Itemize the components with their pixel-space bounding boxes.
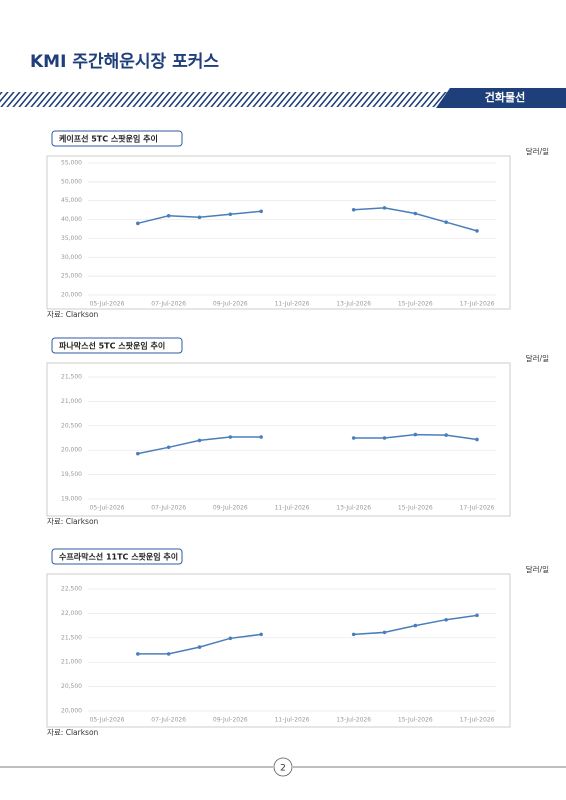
y-tick-label: 20,000 (61, 447, 82, 454)
y-tick-label: 20,500 (61, 683, 82, 690)
x-tick-label: 05-Jul-2026 (90, 717, 125, 724)
point (382, 436, 387, 440)
point (136, 652, 140, 656)
chart-title: 케이프선 5TC 스팟운임 추이 (59, 134, 158, 144)
source-label: 자료: Clarkson (47, 517, 99, 526)
point (228, 435, 233, 439)
y-tick-label: 22,500 (61, 586, 82, 593)
point (413, 623, 418, 628)
x-tick-label: 11-Jul-2026 (275, 505, 310, 512)
y-tick-label: 20,500 (61, 422, 82, 429)
x-tick-label: 17-Jul-2026 (460, 505, 495, 512)
page-number: 2 (280, 764, 286, 774)
x-tick-label: 11-Jul-2026 (275, 301, 310, 308)
x-tick-label: 09-Jul-2026 (213, 301, 248, 308)
x-tick-label: 07-Jul-2026 (151, 505, 186, 512)
point (444, 617, 448, 622)
chart-title: 수프라막스선 11TC 스팟운임 추이 (59, 552, 178, 562)
section-tab (436, 88, 566, 108)
chart-frame (46, 155, 511, 310)
chart-title-box (51, 337, 183, 354)
point (351, 632, 356, 637)
x-tick-label: 17-Jul-2026 (460, 717, 495, 724)
point (351, 207, 356, 212)
point (382, 630, 387, 635)
chart-frame (46, 573, 511, 728)
point (136, 221, 140, 226)
y-tick-label: 20,000 (61, 292, 82, 299)
chart-title: 파나막스선 5TC 스팟운임 추이 (59, 341, 165, 351)
y-tick-label: 21,000 (61, 398, 82, 405)
point (197, 215, 202, 220)
y-tick-label: 40,000 (61, 216, 82, 223)
x-tick-label: 13-Jul-2026 (336, 717, 371, 724)
x-tick-label: 07-Jul-2026 (151, 301, 186, 308)
chart-frame (46, 362, 511, 517)
x-tick-label: 11-Jul-2026 (275, 717, 310, 724)
page-circle (273, 757, 293, 777)
y-tick-label: 21,500 (61, 634, 82, 641)
source-label: 자료: Clarkson (47, 310, 99, 319)
y-tick-label: 50,000 (61, 178, 82, 185)
point (228, 636, 233, 641)
point (382, 206, 387, 210)
point (259, 209, 263, 214)
point (166, 652, 171, 656)
x-tick-label: 15-Jul-2026 (398, 301, 433, 308)
x-tick-label: 15-Jul-2026 (398, 717, 433, 724)
point (413, 432, 418, 437)
x-tick-label: 13-Jul-2026 (336, 301, 371, 308)
header-stripe (0, 92, 450, 107)
point (444, 220, 448, 225)
x-tick-label: 09-Jul-2026 (213, 717, 248, 724)
unit-label: 달러/일 (526, 354, 549, 363)
source-label: 자료: Clarkson (47, 728, 99, 737)
y-tick-label: 20,000 (61, 708, 82, 715)
y-tick-label: 55,000 (61, 160, 82, 167)
chart-title-box (51, 548, 183, 565)
unit-label: 달러/일 (526, 147, 549, 156)
point (166, 445, 171, 450)
point (475, 613, 479, 618)
point (136, 451, 140, 456)
unit-label: 달러/일 (526, 565, 549, 574)
y-tick-label: 45,000 (61, 197, 82, 204)
x-tick-label: 07-Jul-2026 (151, 717, 186, 724)
y-tick-label: 25,000 (61, 273, 82, 280)
chart-title-box (51, 130, 183, 147)
point (413, 211, 418, 216)
point (475, 229, 479, 233)
point (197, 438, 202, 443)
y-tick-label: 35,000 (61, 235, 82, 242)
y-tick-label: 21,500 (61, 374, 82, 381)
y-tick-label: 30,000 (61, 254, 82, 261)
y-tick-label: 19,000 (61, 496, 82, 503)
point (475, 437, 479, 442)
y-tick-label: 19,500 (61, 471, 82, 478)
x-tick-label: 05-Jul-2026 (90, 301, 125, 308)
section-label: 건화물선 (485, 90, 525, 104)
header-title: KMI 주간해운시장 포커스 (30, 52, 219, 72)
x-tick-label: 15-Jul-2026 (398, 505, 433, 512)
y-tick-label: 21,000 (61, 659, 82, 666)
x-tick-label: 17-Jul-2026 (460, 301, 495, 308)
point (351, 436, 356, 440)
x-tick-label: 09-Jul-2026 (213, 505, 248, 512)
point (259, 632, 263, 637)
point (259, 435, 263, 439)
point (444, 433, 448, 437)
point (197, 645, 202, 649)
point (166, 214, 171, 218)
point (228, 212, 233, 217)
y-tick-label: 22,000 (61, 610, 82, 617)
x-tick-label: 13-Jul-2026 (336, 505, 371, 512)
x-tick-label: 05-Jul-2026 (90, 505, 125, 512)
